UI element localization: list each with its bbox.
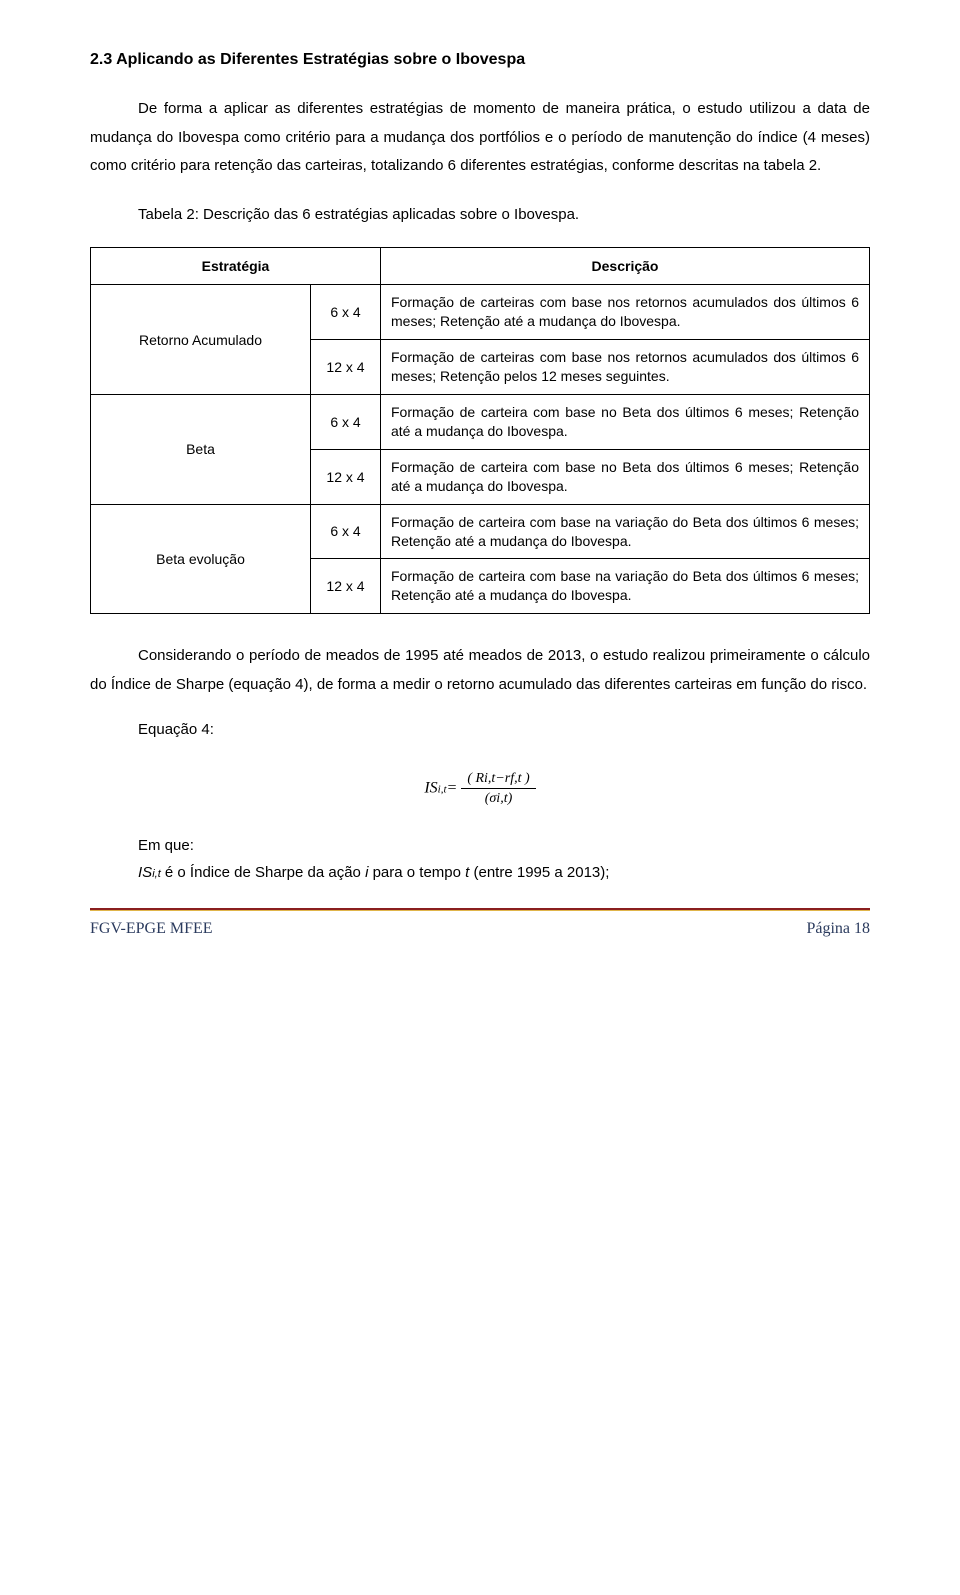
cell-dim: 12 x 4 <box>311 449 381 504</box>
cell-desc: Formação de carteira com base na variaçã… <box>381 559 870 614</box>
footer-left: FGV-EPGE MFEE <box>90 917 213 940</box>
equation-lhs-sub: i,t <box>438 783 447 795</box>
group-name: Retorno Acumulado <box>91 285 311 395</box>
cell-desc: Formação de carteira com base no Beta do… <box>381 449 870 504</box>
table-row: Beta evolução 6 x 4 Formação de carteira… <box>91 504 870 559</box>
cell-desc: Formação de carteiras com base nos retor… <box>381 340 870 395</box>
cell-dim: 12 x 4 <box>311 340 381 395</box>
equation-eq: = <box>447 779 458 796</box>
cell-dim: 6 x 4 <box>311 395 381 450</box>
cell-desc: Formação de carteira com base no Beta do… <box>381 395 870 450</box>
table-row: Retorno Acumulado 6 x 4 Formação de cart… <box>91 285 870 340</box>
table-caption: Tabela 2: Descrição das 6 estratégias ap… <box>90 201 870 230</box>
group-name: Beta <box>91 395 311 505</box>
equation-numerator: ( Ri,t−rf,t ) <box>461 771 535 789</box>
equation-lhs: IS <box>424 779 437 796</box>
cell-dim: 12 x 4 <box>311 559 381 614</box>
footer-separator <box>90 908 870 911</box>
page-footer: FGV-EPGE MFEE Página 18 <box>90 917 870 940</box>
section-title: 2.3 Aplicando as Diferentes Estratégias … <box>90 48 870 71</box>
where-text: para o tempo <box>368 864 465 881</box>
equation-fraction: ( Ri,t−rf,t ) (σi,t) <box>461 771 535 807</box>
equation-label: Equação 4: <box>90 719 870 741</box>
group-name: Beta evolução <box>91 504 311 614</box>
where-text: é o Índice de Sharpe da ação <box>161 864 365 881</box>
intro-paragraph: De forma a aplicar as diferentes estraté… <box>90 95 870 181</box>
where-description: ISi,t é o Índice de Sharpe da ação i par… <box>90 862 870 884</box>
where-var: IS <box>138 864 152 881</box>
where-var-sub: i,t <box>152 868 161 880</box>
header-description: Descrição <box>381 248 870 285</box>
post-table-paragraph: Considerando o período de meados de 1995… <box>90 642 870 699</box>
table-header-row: Estratégia Descrição <box>91 248 870 285</box>
table-row: Beta 6 x 4 Formação de carteira com base… <box>91 395 870 450</box>
cell-desc: Formação de carteiras com base nos retor… <box>381 285 870 340</box>
cell-desc: Formação de carteira com base na variaçã… <box>381 504 870 559</box>
where-label: Em que: <box>90 835 870 857</box>
footer-right: Página 18 <box>806 917 870 940</box>
cell-dim: 6 x 4 <box>311 285 381 340</box>
strategies-table: Estratégia Descrição Retorno Acumulado 6… <box>90 247 870 614</box>
equation-denominator: (σi,t) <box>461 789 535 806</box>
where-text: (entre 1995 a 2013); <box>469 864 609 881</box>
equation: ISi,t= ( Ri,t−rf,t ) (σi,t) <box>90 771 870 807</box>
header-strategy: Estratégia <box>91 248 381 285</box>
cell-dim: 6 x 4 <box>311 504 381 559</box>
